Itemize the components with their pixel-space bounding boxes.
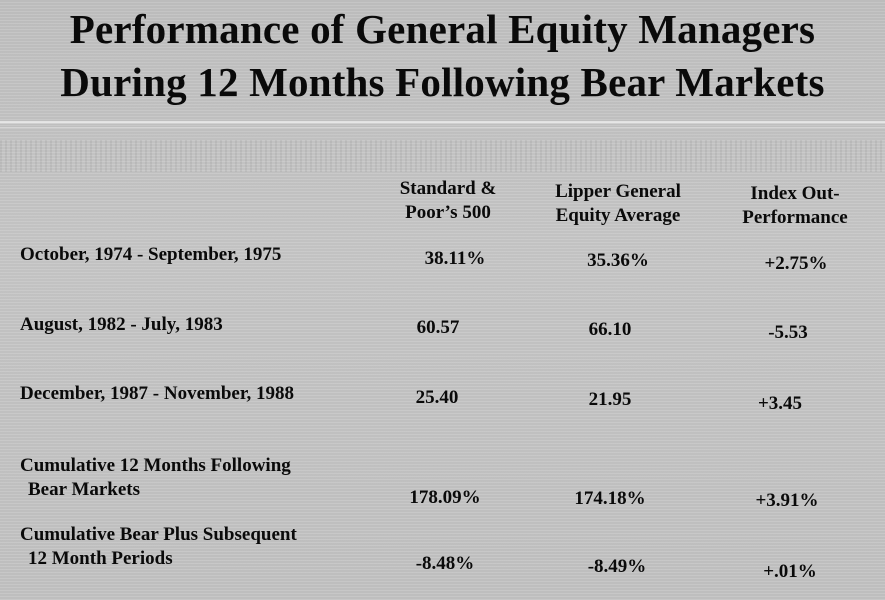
table-cell-sp500: 178.09% [409,487,481,508]
table-cell-outperformance: +3.45 [757,393,803,414]
table-cell-lipper: 174.18% [574,488,646,509]
table-cell-lipper: 35.36% [587,250,649,271]
row-label-line: December, 1987 - November, 1988 [20,383,295,404]
column-header-line: Performance [742,207,848,228]
column-header-outperformance: Index Out- Performance [720,182,870,230]
column-header-lipper: Lipper General Equity Average [535,180,701,228]
row-label-line: August, 1982 - July, 1983 [20,314,223,335]
slide-title-line-1: Performance of General Equity Managers [69,6,816,52]
table-cell-outperformance: +3.91% [755,490,819,511]
column-header-line: Lipper General [555,181,681,202]
table-cell-lipper: 21.95 [588,389,632,410]
column-header-sp500: Standard & Poor’s 500 [378,177,518,225]
column-header-line: Poor’s 500 [405,202,491,223]
slide-title-line-2: During 12 Months Following Bear Markets [60,59,825,105]
row-label: Cumulative Bear Plus Subsequent 12 Month… [20,523,297,571]
table-cell-sp500: 38.11% [424,248,486,269]
table-cell-outperformance: +2.75% [764,253,828,274]
table-cell-outperformance: -5.53 [768,322,808,343]
title-divider [0,121,885,124]
column-header-line: Standard & [399,178,497,199]
texture-band [0,140,885,172]
row-label-line: October, 1974 - September, 1975 [20,244,282,265]
row-label-line: 12 Month Periods [28,548,173,569]
table-cell-lipper: 66.10 [588,319,632,340]
table-cell-sp500: -8.48% [415,553,475,574]
row-label-line: Cumulative Bear Plus Subsequent [20,524,297,545]
title-divider-secondary [0,127,885,129]
row-label-line: Cumulative 12 Months Following [20,455,291,476]
table-cell-sp500: 25.40 [415,387,459,408]
table-cell-lipper: -8.49% [587,556,647,577]
row-label-line: Bear Markets [28,479,141,500]
table-cell-sp500: 60.57 [416,317,460,338]
table-cell-outperformance: +.01% [763,561,817,582]
column-header-line: Index Out- [750,183,840,204]
row-label: October, 1974 - September, 1975 [20,243,281,267]
row-label: Cumulative 12 Months Following Bear Mark… [20,454,291,502]
row-label: August, 1982 - July, 1983 [20,313,223,337]
column-header-line: Equity Average [555,205,681,226]
row-label: December, 1987 - November, 1988 [20,382,294,406]
